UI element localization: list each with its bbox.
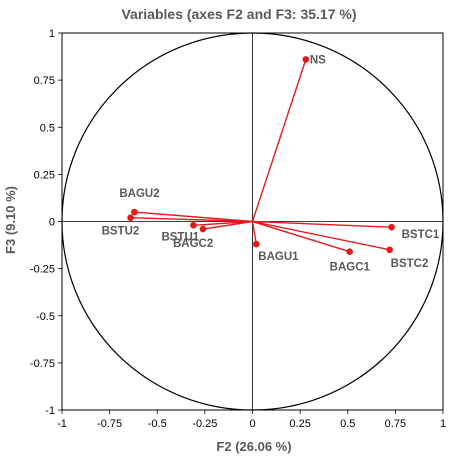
y-tick-label: 0 — [49, 217, 55, 229]
label-bagc2: BAGC2 — [173, 238, 213, 250]
vector-bagu2 — [134, 211, 253, 223]
x-tick-label: -0.25 — [192, 418, 217, 430]
y-tick-label: 1 — [49, 28, 55, 40]
x-tick-label: -0.5 — [148, 418, 167, 430]
y-axis-title: F3 (9.10 %) — [3, 186, 18, 254]
x-tick-label: 1 — [440, 418, 446, 430]
y-tick-label: -1 — [45, 405, 55, 417]
vector-bstu2 — [130, 217, 253, 223]
label-bstc2: BSTC2 — [391, 258, 429, 270]
point-bstc1 — [388, 223, 395, 231]
label-bstu1: BSTU1 — [161, 231, 199, 243]
y-tick-label: 0.25 — [34, 169, 55, 181]
vector-bagc2 — [202, 220, 253, 230]
point-bstu1 — [190, 221, 197, 229]
point-ns — [302, 56, 310, 63]
label-bagc1: BAGC1 — [330, 262, 371, 274]
y-tick-label: 0.75 — [34, 75, 55, 87]
label-bagu2: BAGU2 — [119, 188, 159, 200]
x-tick-label: -1 — [57, 418, 67, 430]
vector-bstc2 — [252, 220, 390, 251]
plot-area: -1 -0.75 -0.5 -0.25 0 0.25 0.5 0.75 1 1 0.75 0.5 0.2… — [30, 28, 446, 430]
y-tick-label: -0.25 — [30, 264, 55, 276]
vector-bagc1 — [252, 220, 350, 253]
chart-title: Variables (axes F2 and F3: 35.17 %) — [121, 6, 356, 22]
x-axis-title: F2 (26.06 %) — [216, 439, 291, 454]
label-bstu2: BSTU2 — [102, 226, 140, 238]
point-bagc2 — [199, 225, 207, 233]
point-bagu2 — [131, 208, 138, 216]
x-tick-label: 0.5 — [340, 418, 355, 430]
y-tick-label: -0.75 — [30, 358, 55, 370]
label-bagu1: BAGU1 — [258, 251, 299, 263]
point-bagc1 — [346, 248, 353, 255]
vector-bstu1 — [193, 220, 253, 226]
x-tick-label: -0.75 — [97, 418, 122, 430]
y-tick-label: -0.5 — [36, 311, 55, 323]
point-bagu1 — [253, 240, 260, 248]
label-bstc1: BSTC1 — [402, 229, 440, 241]
vector-bstc1 — [252, 220, 392, 228]
x-tick-label: 0.25 — [289, 418, 310, 430]
vector-ns — [251, 59, 307, 222]
label-ns: NS — [310, 54, 326, 66]
point-bstc2 — [386, 246, 393, 254]
x-tick-label: 0.75 — [385, 418, 406, 430]
y-tick-label: 0.5 — [40, 122, 55, 134]
x-tick-label: 0 — [249, 418, 255, 430]
vector-bagu1 — [251, 221, 258, 245]
point-bstu2 — [127, 214, 134, 222]
